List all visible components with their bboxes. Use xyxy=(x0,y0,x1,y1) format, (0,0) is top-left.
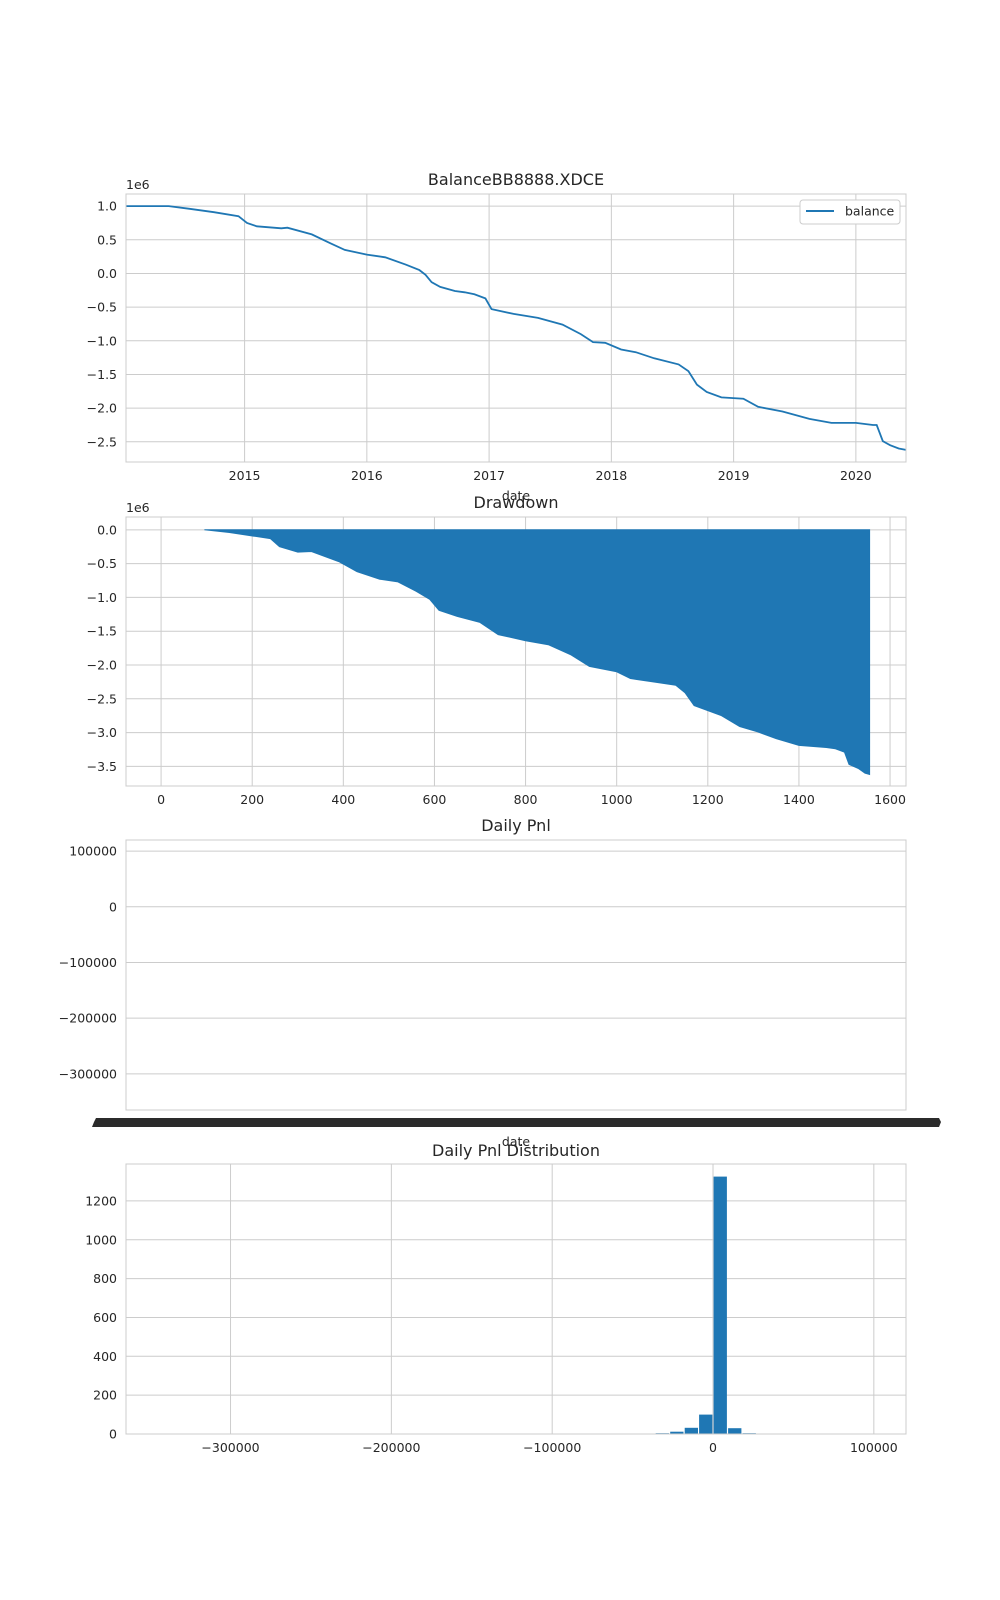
y-tick-label: 600 xyxy=(93,1310,117,1325)
y-tick-label: 100000 xyxy=(69,844,117,859)
daily-pnl-panel: 100000 0 −100000 −200000 −300000 Daily Pnl d… xyxy=(59,816,941,1149)
drawdown-area xyxy=(204,529,871,776)
daily-pnl-frame xyxy=(125,839,907,1111)
daily-pnl-ticks: 100000 0 −100000 −200000 −300000 xyxy=(59,844,117,1082)
x-tick-label: 2019 xyxy=(718,468,750,483)
y-tick-label: 0 xyxy=(109,1427,117,1442)
drawdown-frame xyxy=(125,516,907,787)
distribution-title: Daily Pnl Distribution xyxy=(432,1141,600,1160)
balance-x-label: date xyxy=(502,488,530,503)
x-tick-label: 2020 xyxy=(840,468,872,483)
y-tick-label: 0.0 xyxy=(97,522,117,537)
x-tick-label: −300000 xyxy=(201,1440,259,1455)
legend-box xyxy=(799,199,901,225)
y-tick-label: −1.0 xyxy=(87,590,117,605)
histogram-bar xyxy=(713,1176,727,1434)
y-tick-label: 800 xyxy=(93,1271,117,1286)
x-tick-label: 1000 xyxy=(601,792,633,807)
y-tick-label: −0.5 xyxy=(87,556,117,571)
drawdown-y-offset: 1e6 xyxy=(126,500,150,515)
drawdown-title: Drawdown xyxy=(474,493,559,512)
y-tick-label: 0.0 xyxy=(97,266,117,281)
x-tick-label: 1600 xyxy=(874,792,906,807)
balance-plot xyxy=(126,205,907,451)
balance-line xyxy=(126,205,907,451)
y-tick-label: −2.0 xyxy=(87,401,117,416)
y-tick-label: −1.5 xyxy=(87,624,117,639)
y-tick-label: −0.5 xyxy=(87,300,117,315)
x-tick-label: 0 xyxy=(157,792,165,807)
y-tick-label: −1.0 xyxy=(87,333,117,348)
distribution-panel: 0 200 400 600 800 1000 1200 −300000 −200000 −1000… xyxy=(85,1141,907,1455)
x-tick-label: 0 xyxy=(709,1440,717,1455)
x-tick-label: −100000 xyxy=(523,1440,581,1455)
x-tick-label: 2015 xyxy=(229,468,261,483)
distribution-ticks: 0 200 400 600 800 1000 1200 −300000 −200000 −1000… xyxy=(85,1193,898,1455)
x-tick-label: −200000 xyxy=(362,1440,420,1455)
histogram-bar xyxy=(699,1414,713,1434)
balance-frame xyxy=(125,193,907,463)
y-tick-label: 200 xyxy=(93,1388,117,1403)
y-tick-label: −2.5 xyxy=(87,691,117,706)
daily-pnl-x-label: date xyxy=(502,1134,530,1149)
y-tick-label: −200000 xyxy=(59,1011,117,1026)
drawdown-plot xyxy=(204,529,871,776)
x-tick-label: 600 xyxy=(423,792,447,807)
y-tick-label: −1.5 xyxy=(87,367,117,382)
drawdown-ticks: 0.0 −0.5 −1.0 −1.5 −2.0 −2.5 −3.0 −3.5 0 200 400 60… xyxy=(87,522,906,807)
y-tick-label: 400 xyxy=(93,1349,117,1364)
x-tick-label: 200 xyxy=(240,792,264,807)
histogram-bar xyxy=(670,1431,684,1434)
y-tick-label: 0.5 xyxy=(97,232,117,247)
balance-ticks: 1.0 0.5 0.0 −0.5 −1.0 −1.5 −2.0 −2.5 2015 2016 201… xyxy=(87,199,872,483)
y-tick-label: 0 xyxy=(109,899,117,914)
drawdown-panel: 0.0 −0.5 −1.0 −1.5 −2.0 −2.5 −3.0 −3.5 0 200 400 60… xyxy=(87,493,907,807)
y-tick-label: −2.5 xyxy=(87,434,117,449)
daily-pnl-title: Daily Pnl xyxy=(481,816,551,835)
balance-grid xyxy=(126,194,906,462)
y-tick-label: 1000 xyxy=(85,1232,117,1247)
y-tick-label: −3.0 xyxy=(87,725,117,740)
histogram-bar xyxy=(684,1427,698,1434)
x-tick-label: 2017 xyxy=(473,468,505,483)
histogram-bar xyxy=(728,1428,742,1434)
x-tick-label: 1400 xyxy=(783,792,815,807)
distribution-frame xyxy=(125,1163,907,1435)
daily-pnl-grid xyxy=(126,850,906,1075)
x-tick-label: 800 xyxy=(514,792,538,807)
balance-panel: 1.0 0.5 0.0 −0.5 −1.0 −1.5 −2.0 −2.5 2015 2016 201… xyxy=(87,170,907,503)
balance-legend: balance xyxy=(799,199,901,225)
distribution-plot xyxy=(641,1176,756,1435)
x-tick-label: 1200 xyxy=(692,792,724,807)
balance-y-offset: 1e6 xyxy=(126,177,150,192)
y-tick-label: 1200 xyxy=(85,1193,117,1208)
y-tick-label: −3.5 xyxy=(87,759,117,774)
y-tick-label: −2.0 xyxy=(87,658,117,673)
y-tick-label: −100000 xyxy=(59,955,117,970)
x-tick-label: 2018 xyxy=(595,468,627,483)
distribution-grid xyxy=(126,1164,906,1435)
y-tick-label: −300000 xyxy=(59,1066,117,1081)
daily-pnl-overlapping-date-labels xyxy=(92,1118,941,1127)
legend-label-balance: balance xyxy=(845,204,895,219)
balance-title: BalanceBB8888.XDCE xyxy=(428,170,604,189)
y-tick-label: 1.0 xyxy=(97,199,117,214)
x-tick-label: 400 xyxy=(331,792,355,807)
x-tick-label: 100000 xyxy=(850,1440,898,1455)
x-tick-label: 2016 xyxy=(351,468,383,483)
